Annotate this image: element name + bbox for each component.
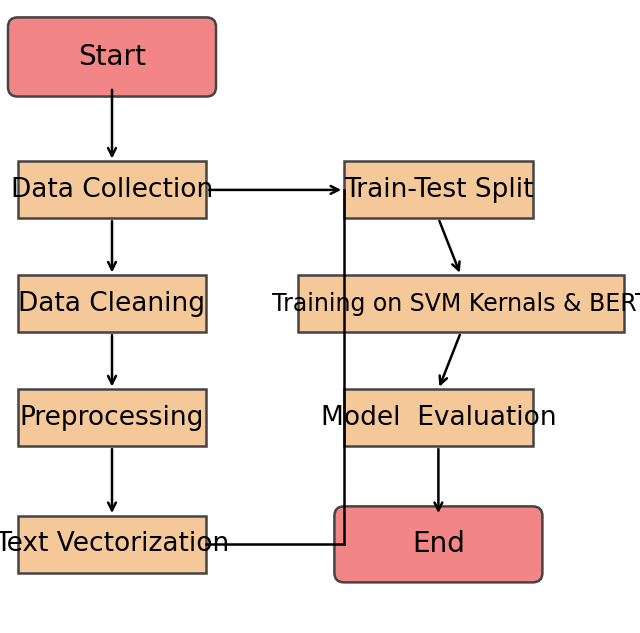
FancyBboxPatch shape: [17, 389, 206, 446]
FancyBboxPatch shape: [344, 389, 532, 446]
FancyBboxPatch shape: [17, 516, 206, 573]
FancyBboxPatch shape: [298, 275, 624, 332]
Text: Training on SVM Kernals & BERT: Training on SVM Kernals & BERT: [272, 292, 640, 316]
Text: Model  Evaluation: Model Evaluation: [321, 404, 556, 431]
Text: Text Vectorization: Text Vectorization: [0, 531, 229, 558]
FancyBboxPatch shape: [17, 161, 206, 218]
Text: End: End: [412, 530, 465, 558]
FancyBboxPatch shape: [8, 18, 216, 97]
Text: Train-Test Split: Train-Test Split: [344, 177, 533, 203]
Text: Data Cleaning: Data Cleaning: [19, 291, 205, 317]
Text: Data Collection: Data Collection: [11, 177, 213, 203]
FancyBboxPatch shape: [17, 275, 206, 332]
Text: Preprocessing: Preprocessing: [20, 404, 204, 431]
FancyBboxPatch shape: [335, 506, 543, 582]
FancyBboxPatch shape: [344, 161, 532, 218]
Text: Start: Start: [78, 43, 146, 71]
